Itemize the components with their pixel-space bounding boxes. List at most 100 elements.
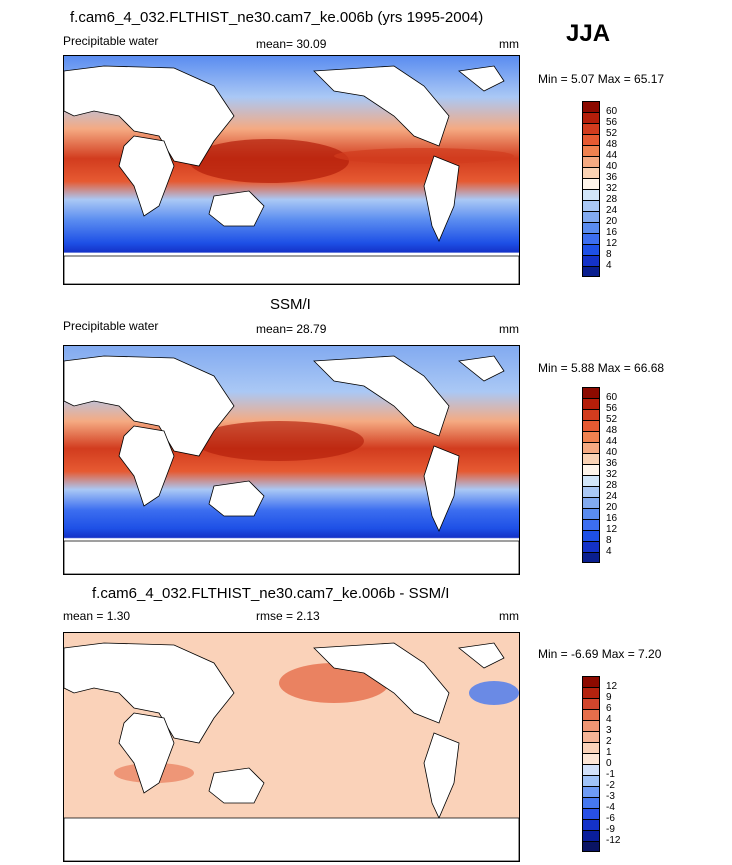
panel2-map <box>63 345 520 575</box>
colorbar-box <box>582 709 600 720</box>
colorbar-box <box>582 211 600 222</box>
colorbar-box <box>582 742 600 753</box>
panel1-itcz <box>334 148 514 164</box>
panel1-mean-label: mean= 30.09 <box>256 37 327 51</box>
panel1-continents <box>64 65 519 284</box>
colorbar-box <box>582 189 600 200</box>
colorbar-box <box>582 797 600 808</box>
colorbar-box <box>582 178 600 189</box>
colorbar-box <box>582 687 600 698</box>
colorbar-tick-label: 16 <box>606 513 618 524</box>
colorbar-tick-label: -3 <box>606 791 615 802</box>
panel2-mean-label: mean= 28.79 <box>256 322 327 336</box>
panel1-units-label: mm <box>499 37 519 51</box>
colorbar-box <box>582 420 600 431</box>
panel2-minmax-label: Min = 5.88 Max = 66.68 <box>538 361 665 375</box>
colorbar-box <box>582 508 600 519</box>
colorbar-box <box>582 233 600 244</box>
colorbar-box <box>582 134 600 145</box>
colorbar-tick-label: 44 <box>606 436 618 447</box>
colorbar-box <box>582 244 600 255</box>
colorbar-box <box>582 145 600 156</box>
colorbar-box <box>582 764 600 775</box>
panel2-units-label: mm <box>499 322 519 336</box>
colorbar-tick-label: -1 <box>606 769 615 780</box>
colorbar-box <box>582 453 600 464</box>
colorbar-box <box>582 519 600 530</box>
colorbar-tick-label: 3 <box>606 725 612 736</box>
colorbar-tick-label: 4 <box>606 260 612 271</box>
panel1-warm-pool <box>189 139 349 183</box>
colorbar-tick-label: 48 <box>606 139 618 150</box>
panel2-variable-label: Precipitable water <box>63 319 159 333</box>
colorbar-tick-label: 20 <box>606 502 618 513</box>
colorbar-box <box>582 200 600 211</box>
colorbar-tick-label: -6 <box>606 813 615 824</box>
colorbar-box <box>582 819 600 830</box>
colorbar-tick-label: 12 <box>606 238 618 249</box>
colorbar-box <box>582 409 600 420</box>
colorbar-tick-label: 12 <box>606 524 618 535</box>
colorbar-box <box>582 222 600 233</box>
colorbar-tick-label: -4 <box>606 802 615 813</box>
panel2-continents <box>64 355 519 574</box>
season-label: JJA <box>566 20 611 47</box>
colorbar-box <box>582 398 600 409</box>
colorbar-box <box>582 530 600 541</box>
colorbar-tick-label: 20 <box>606 216 618 227</box>
panel3-continents <box>64 642 519 861</box>
colorbar-box <box>582 475 600 486</box>
colorbar-tick-label: 60 <box>606 392 618 403</box>
colorbar-tick-label: 4 <box>606 714 612 725</box>
panel1-title: f.cam6_4_032.FLTHIST_ne30.cam7_ke.006b (… <box>70 9 484 26</box>
colorbar-tick-label: 36 <box>606 172 618 183</box>
panel3-title: f.cam6_4_032.FLTHIST_ne30.cam7_ke.006b -… <box>92 585 450 602</box>
panel3-natl-anomaly <box>469 681 519 705</box>
colorbar-box <box>582 676 600 687</box>
colorbar-box <box>582 552 600 563</box>
colorbar-box <box>582 266 600 277</box>
colorbar-box <box>582 720 600 731</box>
panel3-minmax-label: Min = -6.69 Max = 7.20 <box>538 647 662 661</box>
colorbar-tick-label: -9 <box>606 824 615 835</box>
colorbar-box <box>582 167 600 178</box>
colorbar-tick-label: 40 <box>606 447 618 458</box>
colorbar-tick-label: 24 <box>606 491 618 502</box>
colorbar-tick-label: 2 <box>606 736 612 747</box>
panel3-mean-label: mean = 1.30 <box>63 609 131 623</box>
colorbar-tick-label: 40 <box>606 161 618 172</box>
colorbar-box <box>582 731 600 742</box>
colorbar-tick-label: 32 <box>606 469 618 480</box>
colorbar-tick-label: 4 <box>606 546 612 557</box>
colorbar-tick-label: 56 <box>606 403 618 414</box>
colorbar-box <box>582 387 600 398</box>
colorbar-tick-label: 52 <box>606 414 618 425</box>
colorbar-box <box>582 464 600 475</box>
colorbar-tick-label: 44 <box>606 150 618 161</box>
colorbar-box <box>582 156 600 167</box>
panel2-title: SSM/I <box>270 296 311 313</box>
colorbar-tick-label: 56 <box>606 117 618 128</box>
colorbar-tick-label: 9 <box>606 692 612 703</box>
colorbar-box <box>582 255 600 266</box>
colorbar-tick-label: 1 <box>606 747 612 758</box>
panel3-colorbar: 12 9 6 4 3 2 1 0 -1 -2 -3 -4 -6 -9 -12 <box>582 676 642 856</box>
colorbar-box <box>582 541 600 552</box>
colorbar-box <box>582 786 600 797</box>
colorbar-box <box>582 442 600 453</box>
colorbar-box <box>582 101 600 112</box>
panel1-map <box>63 55 520 285</box>
colorbar-tick-label: 6 <box>606 703 612 714</box>
panel2-colorbar: 60 56 52 48 44 40 36 32 28 24 20 16 12 8 4 <box>582 387 642 567</box>
colorbar-box <box>582 431 600 442</box>
colorbar-tick-label: 36 <box>606 458 618 469</box>
colorbar-tick-label: 28 <box>606 480 618 491</box>
colorbar-box <box>582 486 600 497</box>
panel3-npac-anomaly <box>279 663 389 703</box>
colorbar-tick-label: 12 <box>606 681 618 692</box>
colorbar-box <box>582 497 600 508</box>
colorbar-box <box>582 123 600 134</box>
colorbar-tick-label: 0 <box>606 758 612 769</box>
panel1-variable-label: Precipitable water <box>63 34 159 48</box>
colorbar-tick-label: 60 <box>606 106 618 117</box>
